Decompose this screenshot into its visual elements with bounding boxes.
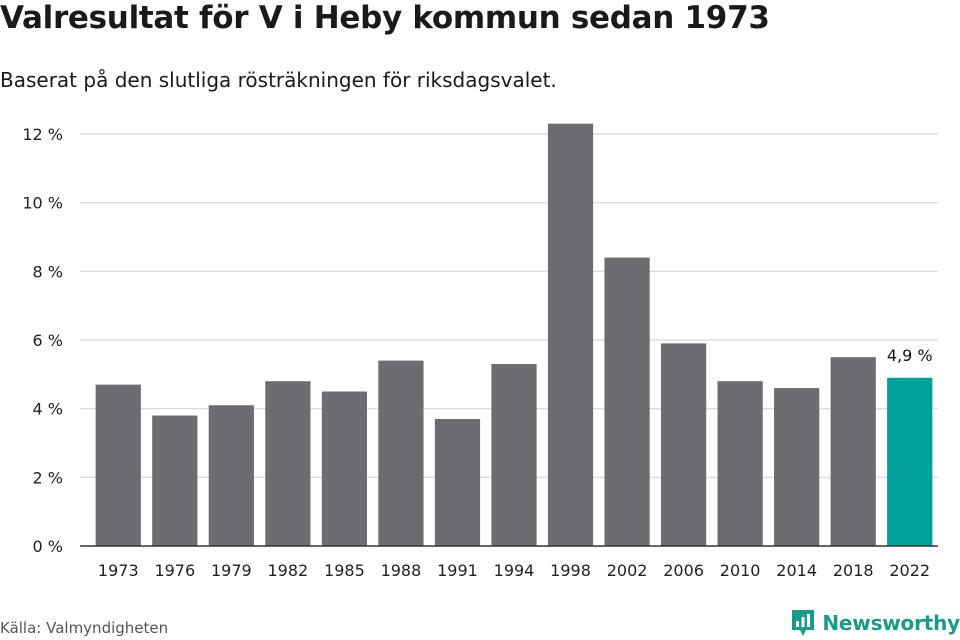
- y-tick-label: 8 %: [33, 262, 63, 281]
- x-tick-label: 2022: [889, 561, 930, 580]
- bar-1985: [321, 391, 368, 546]
- bars: [95, 123, 933, 546]
- x-tick-label: 2018: [833, 561, 874, 580]
- y-tick-label: 12 %: [22, 125, 63, 144]
- bar-2018: [830, 357, 876, 546]
- bar-1979: [208, 405, 254, 546]
- x-axis: 1973 1976 1979 1982 1985 1988 1991 1994 1998 2002…: [80, 545, 938, 580]
- x-tick-label: 1994: [494, 561, 535, 580]
- bar-2022: [887, 377, 933, 546]
- chart-subtitle: Baserat på den slutliga rösträkningen fö…: [0, 68, 557, 92]
- brand-name: Newsworthy: [822, 611, 960, 635]
- y-tick-label: 4 %: [33, 400, 63, 419]
- x-tick-label: 2014: [776, 561, 817, 580]
- x-tick-label: 1988: [381, 561, 422, 580]
- x-tick-label: 1976: [154, 561, 195, 580]
- bar-1998: [547, 123, 594, 546]
- bar-2006: [660, 343, 707, 546]
- x-tick-label: 1985: [324, 561, 365, 580]
- bar-1994: [491, 364, 537, 546]
- bar-1988: [378, 360, 424, 546]
- bar-1991: [434, 418, 481, 546]
- bar-2010: [717, 381, 763, 546]
- x-tick-label: 1979: [211, 561, 252, 580]
- y-tick-label: 6 %: [33, 331, 63, 350]
- y-tick-label: 2 %: [33, 468, 63, 487]
- source-note: Källa: Valmyndigheten: [0, 619, 169, 637]
- y-axis: 0 % 2 % 4 % 6 % 8 % 10 % 12 %: [22, 125, 63, 556]
- x-tick-label: 1973: [98, 561, 139, 580]
- brand-logo: Newsworthy: [790, 608, 960, 638]
- x-tick-label: 2006: [663, 561, 704, 580]
- y-tick-label: 0 %: [33, 537, 63, 556]
- bar-2014: [774, 388, 820, 546]
- bar-1976: [152, 415, 198, 546]
- x-tick-label: 1998: [550, 561, 591, 580]
- bar-2002: [604, 257, 650, 546]
- x-tick-label: 2002: [607, 561, 648, 580]
- x-tick-label: 1982: [268, 561, 309, 580]
- bar-chart: 0 % 2 % 4 % 6 % 8 % 10 % 12 % 1973 1976 1979 1982…: [22, 123, 938, 580]
- bar-1982: [265, 381, 311, 546]
- data-label-2022: 4,9 %: [887, 346, 933, 365]
- y-tick-label: 10 %: [22, 194, 63, 213]
- x-tick-label: 2010: [720, 561, 761, 580]
- annotations: 4,9 %: [887, 346, 933, 365]
- bar-1973: [95, 384, 141, 546]
- x-tick-label: 1991: [437, 561, 478, 580]
- chart-title: Valresultat för V i Heby kommun sedan 19…: [0, 0, 770, 36]
- newsworthy-logo-icon: [792, 610, 815, 636]
